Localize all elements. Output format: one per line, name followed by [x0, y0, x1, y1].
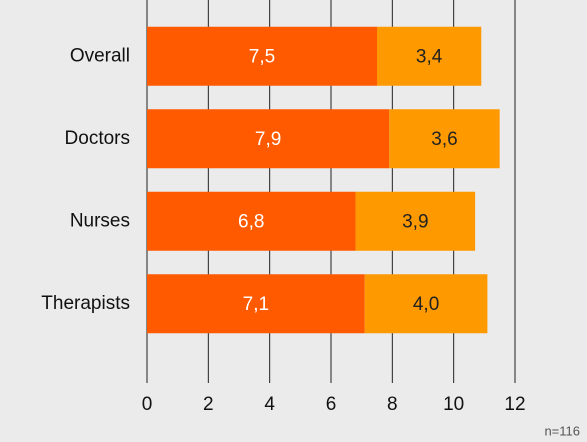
bar-segment — [147, 191, 356, 251]
x-tick-label: 10 — [443, 394, 464, 415]
value-label: 3,9 — [402, 211, 428, 232]
y-tick-label: Doctors — [65, 128, 130, 149]
value-label: 6,8 — [238, 211, 264, 232]
x-tick-label: 6 — [326, 394, 337, 415]
value-label: 7,5 — [249, 46, 275, 67]
y-tick-label: Therapists — [41, 293, 130, 314]
value-label: 3,6 — [431, 129, 457, 150]
x-tick-label: 12 — [504, 394, 525, 415]
x-tick-label: 4 — [264, 394, 275, 415]
bar-segment — [364, 274, 488, 334]
bar-segment — [377, 26, 482, 86]
bar-segment — [147, 274, 365, 334]
annotation: n=116 — [544, 423, 580, 438]
value-label: 3,4 — [416, 46, 443, 67]
bar-segment — [147, 26, 377, 86]
x-tick-label: 8 — [387, 394, 398, 415]
bar-segment — [355, 191, 476, 251]
bar-segment — [389, 109, 500, 169]
value-label: 7,9 — [255, 129, 281, 150]
value-label: 7,1 — [243, 294, 269, 315]
bar-segment — [147, 109, 390, 169]
x-tick-label: 0 — [142, 394, 153, 415]
y-tick-label: Overall — [70, 45, 130, 66]
y-tick-label: Nurses — [70, 210, 130, 231]
value-label: 4,0 — [413, 294, 439, 315]
x-tick-label: 2 — [203, 394, 214, 415]
